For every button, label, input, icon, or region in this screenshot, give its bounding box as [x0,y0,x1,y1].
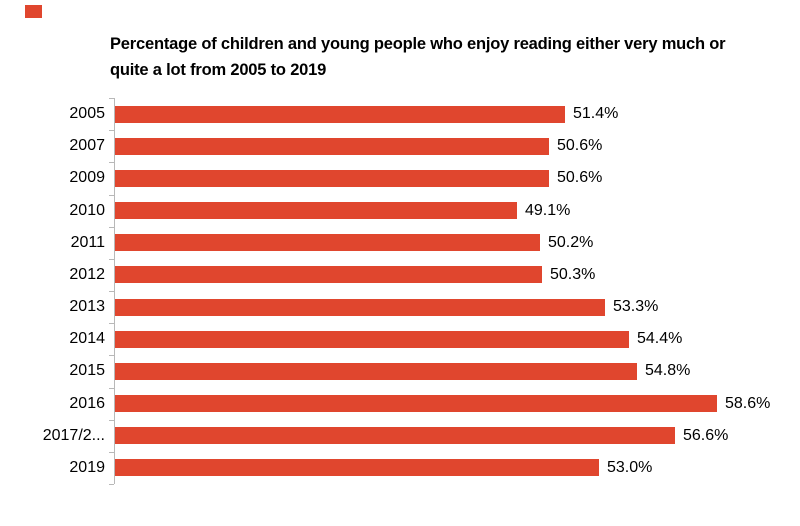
y-axis-tick [109,227,114,228]
category-label: 2015 [69,362,105,380]
y-axis-tick [109,323,114,324]
category-label: 2019 [69,458,105,476]
y-axis-tick [109,484,114,485]
data-label: 50.2% [548,233,594,251]
bar [115,363,637,380]
bar [115,331,629,348]
category-label: 2016 [69,394,105,412]
bar [115,427,675,444]
data-label: 56.6% [683,426,729,444]
y-axis-tick [109,195,114,196]
y-axis-tick [109,291,114,292]
bar [115,395,717,412]
bar [115,138,549,155]
data-label: 53.3% [613,298,659,316]
y-axis-tick [109,388,114,389]
y-axis-tick [109,130,114,131]
red-square-marker [25,5,42,18]
chart-title-line-2: quite a lot from 2005 to 2019 [110,61,327,79]
category-label: 2009 [69,169,105,187]
data-label: 53.0% [607,458,653,476]
data-label: 58.6% [725,394,771,412]
bar-chart-plot-area: 2005 51.4% 2007 50.6% 2009 50.6% 2010 49.1% 2011… [0,98,800,485]
bar [115,170,549,187]
data-label: 54.4% [637,330,683,348]
data-label: 49.1% [525,201,571,219]
bar [115,266,542,283]
y-axis-tick [109,355,114,356]
y-axis-tick [109,162,114,163]
data-label: 51.4% [573,105,619,123]
bar [115,202,517,219]
bar [115,299,605,316]
bar [115,234,540,251]
y-axis-tick [109,259,114,260]
category-label: 2005 [69,105,105,123]
y-axis-line [114,98,115,484]
bar [115,459,599,476]
data-label: 50.3% [550,265,596,283]
category-label: 2007 [69,137,105,155]
category-label: 2011 [70,233,105,251]
data-label: 50.6% [557,169,603,187]
category-label: 2010 [69,201,105,219]
data-label: 54.8% [645,362,691,380]
category-label: 2013 [69,298,105,316]
y-axis-tick [109,98,114,99]
data-label: 50.6% [557,137,603,155]
category-label: 2012 [69,265,105,283]
chart-title: Percentage of children and young people … [110,31,800,83]
chart-title-line-1: Percentage of children and young people … [110,35,726,53]
category-label: 2014 [69,330,105,348]
bar [115,106,565,123]
y-axis-tick [109,420,114,421]
category-label: 2017/2... [42,426,105,444]
y-axis-tick [109,452,114,453]
